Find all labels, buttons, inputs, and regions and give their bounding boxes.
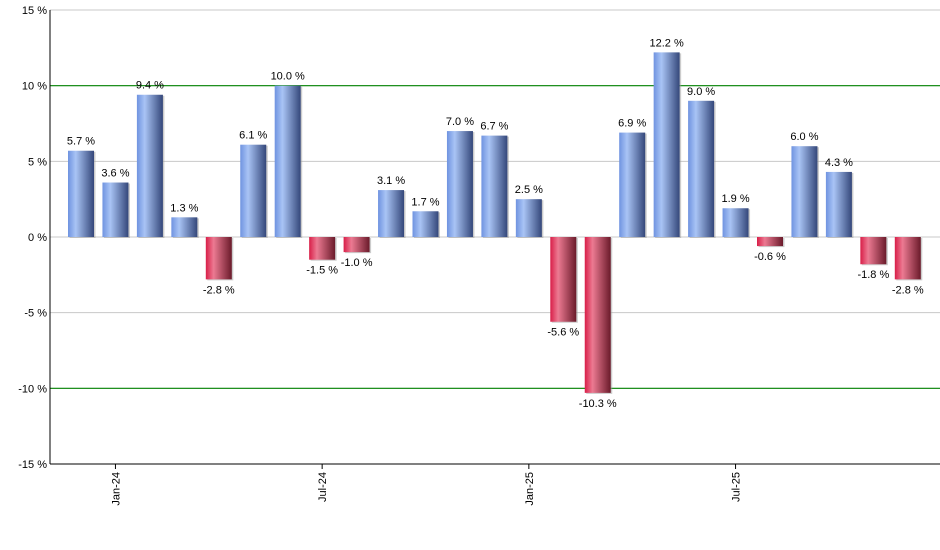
data-label: -1.5 % [306, 265, 338, 277]
bar [791, 146, 818, 237]
bar [481, 135, 508, 237]
data-label: 6.9 % [618, 118, 646, 130]
data-label: -0.6 % [754, 251, 786, 263]
y-tick-label: 10 % [22, 81, 47, 93]
bar [171, 217, 198, 237]
bar [68, 150, 94, 237]
data-label: 6.1 % [239, 130, 267, 142]
x-tick-label: Jul-24 [317, 472, 329, 502]
data-label: 4.3 % [825, 157, 853, 169]
y-tick-label: -15 % [18, 459, 47, 471]
data-label: 9.0 % [687, 86, 715, 98]
bar [515, 199, 542, 237]
y-tick-label: 5 % [28, 156, 47, 168]
bar [653, 52, 680, 237]
bar [894, 237, 921, 280]
bar [446, 131, 473, 237]
data-label: -5.6 % [547, 327, 579, 339]
data-label: 1.9 % [721, 193, 749, 205]
data-label: 9.4 % [136, 80, 164, 92]
bar [619, 132, 646, 237]
bar [205, 237, 232, 280]
x-tick-label: Jan-25 [524, 472, 536, 506]
x-tick-label: Jan-24 [110, 472, 122, 506]
data-label: 3.6 % [101, 168, 129, 180]
y-tick-label: 15 % [22, 5, 47, 17]
bar [102, 182, 129, 237]
bar [757, 237, 783, 247]
bar [688, 100, 715, 237]
bar [825, 171, 852, 237]
data-label: 1.7 % [411, 196, 439, 208]
bar [309, 237, 336, 260]
data-label: 5.7 % [67, 136, 95, 148]
y-tick-label: 0 % [28, 232, 47, 244]
data-label: 6.0 % [790, 131, 818, 143]
data-label: 7.0 % [446, 116, 474, 128]
bar [412, 211, 439, 237]
data-label: 1.3 % [170, 202, 198, 214]
bar [550, 237, 577, 322]
data-label: -2.8 % [892, 284, 924, 296]
data-label: 2.5 % [515, 184, 543, 196]
bar [722, 208, 749, 237]
data-label: -10.3 % [579, 398, 617, 410]
bar [343, 237, 370, 253]
bar [378, 190, 405, 237]
data-label: 6.7 % [480, 121, 508, 133]
x-tick-label: Jul-25 [731, 472, 743, 502]
data-label: -1.8 % [857, 269, 889, 281]
data-label: -2.8 % [203, 284, 235, 296]
data-label: 3.1 % [377, 175, 405, 187]
y-tick-label: -5 % [24, 308, 47, 320]
bar [240, 144, 267, 237]
bar [584, 237, 611, 393]
bar [136, 94, 163, 237]
data-label: 10.0 % [271, 71, 305, 83]
y-tick-label: -10 % [18, 383, 47, 395]
data-label: -1.0 % [341, 257, 373, 269]
bar [860, 237, 887, 265]
data-label: 12.2 % [650, 37, 684, 49]
bar [274, 85, 301, 238]
